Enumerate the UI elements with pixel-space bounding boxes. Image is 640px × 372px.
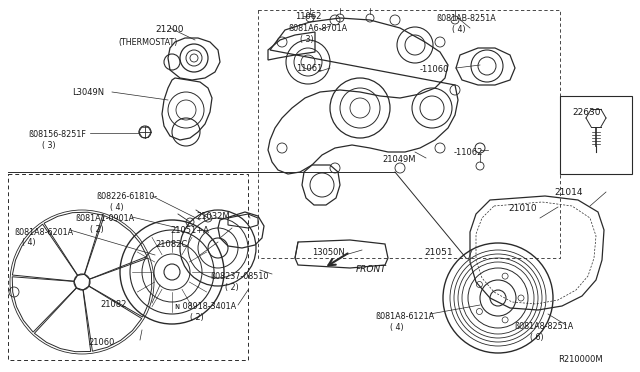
Text: ( 4): ( 4)	[452, 25, 466, 34]
Text: 22630: 22630	[572, 108, 600, 117]
Text: 11061: 11061	[296, 64, 323, 73]
Bar	[258, 10, 560, 258]
Text: -11062: -11062	[454, 148, 483, 157]
Bar	[560, 96, 632, 174]
Text: ß081AB-8251A: ß081AB-8251A	[436, 14, 496, 23]
Text: ( 2): ( 2)	[190, 313, 204, 322]
Text: ( 4): ( 4)	[22, 238, 36, 247]
Text: ß08226-61810-: ß08226-61810-	[96, 192, 157, 201]
Text: 11062: 11062	[295, 12, 321, 21]
Bar	[8, 174, 248, 360]
Text: ( 2): ( 2)	[90, 225, 104, 234]
Text: 21200: 21200	[155, 25, 184, 34]
Text: ( 4): ( 4)	[110, 203, 124, 212]
Text: ß08237-08510: ß08237-08510	[210, 272, 268, 281]
Text: 21051: 21051	[424, 248, 452, 257]
Text: 21082C: 21082C	[155, 240, 188, 249]
Text: ß08156-8251F: ß08156-8251F	[28, 130, 86, 139]
Text: 21014: 21014	[554, 188, 582, 197]
Text: 21082: 21082	[100, 300, 126, 309]
Text: 21051+A: 21051+A	[170, 226, 209, 235]
Text: ß081A1-0901A: ß081A1-0901A	[75, 214, 134, 223]
Text: ( 6): ( 6)	[530, 333, 543, 342]
Text: ɴ 08918-3401A: ɴ 08918-3401A	[175, 302, 236, 311]
Text: ( 3): ( 3)	[42, 141, 56, 150]
Text: FRONT: FRONT	[356, 265, 387, 274]
Text: L3049N: L3049N	[72, 88, 104, 97]
Text: ( 3): ( 3)	[300, 35, 314, 44]
Text: 21010: 21010	[508, 204, 536, 213]
Text: R210000M: R210000M	[558, 355, 603, 364]
Text: ß081A6-8701A: ß081A6-8701A	[288, 24, 347, 33]
Text: ( 4): ( 4)	[390, 323, 404, 332]
Text: -11060: -11060	[420, 65, 449, 74]
Text: 21049M: 21049M	[382, 155, 415, 164]
Text: ß081A8-6201A: ß081A8-6201A	[14, 228, 73, 237]
Text: ß081A8-6121A: ß081A8-6121A	[375, 312, 434, 321]
Text: ( 2): ( 2)	[225, 283, 239, 292]
Text: (THERMOSTAT): (THERMOSTAT)	[118, 38, 177, 47]
Text: 21060: 21060	[88, 338, 115, 347]
Text: 13050N: 13050N	[312, 248, 345, 257]
Text: 21032M: 21032M	[196, 212, 230, 221]
Text: ß081A8-8251A: ß081A8-8251A	[514, 322, 573, 331]
